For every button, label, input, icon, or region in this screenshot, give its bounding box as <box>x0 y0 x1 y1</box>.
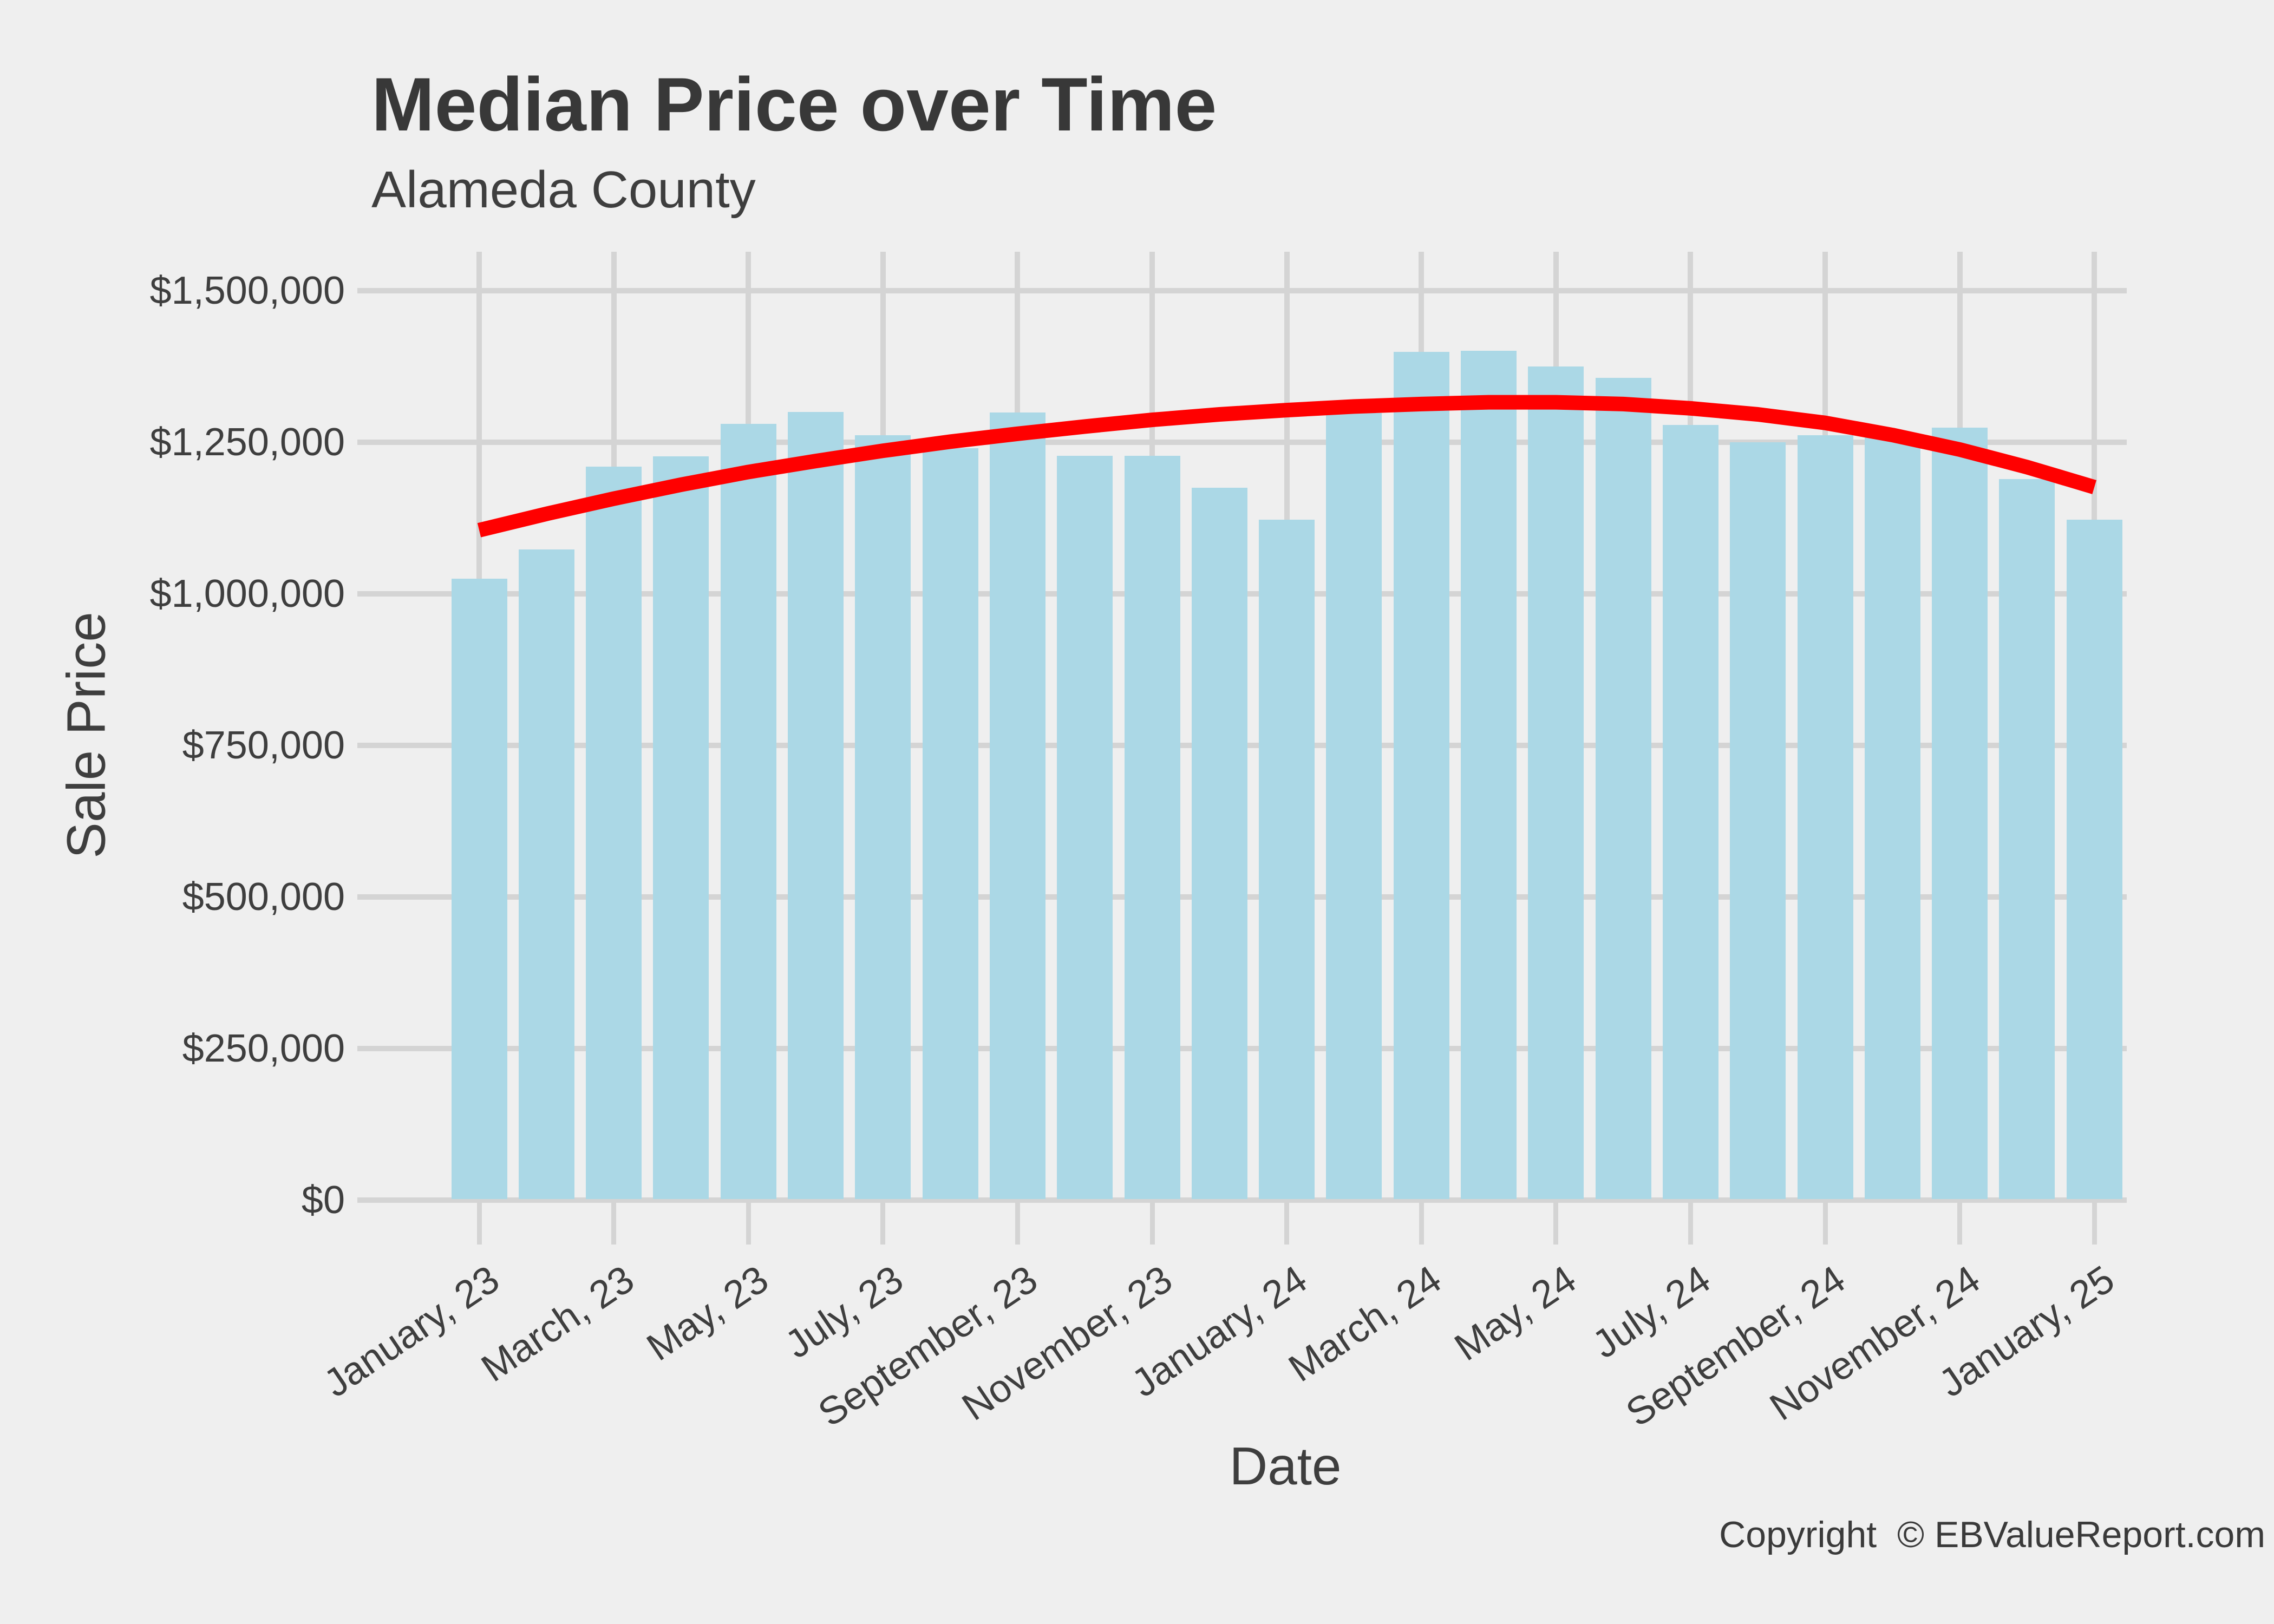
y-axis-title: Sale Price <box>56 612 117 859</box>
bar-June, 23 <box>788 412 844 1199</box>
bar-April, 23 <box>653 456 709 1199</box>
bar-March, 24 <box>1393 352 1449 1199</box>
x-tick-mark <box>1015 1200 1020 1245</box>
gridline-horizontal <box>357 1197 2127 1203</box>
x-tick-mark <box>476 1200 482 1245</box>
copyright-text: Copyright © EBValueReport.com <box>1719 1514 2265 1555</box>
x-tick-mark <box>1957 1200 1963 1245</box>
bar-February, 23 <box>518 549 574 1199</box>
bar-November, 23 <box>1124 455 1180 1199</box>
bar-May, 23 <box>720 424 776 1199</box>
x-tick-mark <box>2092 1200 2097 1245</box>
bar-October, 24 <box>1864 435 1920 1199</box>
bar-October, 23 <box>1057 455 1113 1199</box>
y-tick-label: $500,000 <box>182 875 345 919</box>
chart-subtitle: Alameda County <box>371 161 756 219</box>
x-tick-mark <box>1284 1200 1290 1245</box>
y-tick-label: $750,000 <box>182 724 345 767</box>
x-tick-mark <box>880 1200 886 1245</box>
x-tick-mark <box>1419 1200 1424 1245</box>
gridline-horizontal <box>357 440 2127 445</box>
y-tick-label: $0 <box>301 1178 345 1222</box>
x-tick-mark <box>1149 1200 1155 1245</box>
bar-January, 25 <box>2066 520 2122 1199</box>
trend-line <box>477 395 2097 538</box>
y-tick-label: $1,250,000 <box>149 421 345 464</box>
bar-July, 23 <box>855 435 911 1199</box>
x-tick-mark <box>746 1200 751 1245</box>
bar-July, 24 <box>1662 424 1718 1199</box>
bar-February, 24 <box>1326 413 1382 1199</box>
bar-January, 23 <box>451 579 507 1199</box>
x-tick-mark <box>1822 1200 1828 1245</box>
y-tick-label: $1,500,000 <box>149 269 345 312</box>
bar-November, 24 <box>1932 428 1988 1199</box>
x-tick-mark <box>1688 1200 1693 1245</box>
bar-April, 24 <box>1461 350 1517 1199</box>
bar-May, 24 <box>1528 366 1584 1199</box>
bar-March, 23 <box>586 466 642 1199</box>
bar-September, 23 <box>989 412 1045 1199</box>
x-tick-mark <box>611 1200 617 1245</box>
bar-December, 23 <box>1191 488 1247 1199</box>
x-tick-mark <box>1553 1200 1559 1245</box>
chart-title: Median Price over Time <box>371 62 1217 147</box>
y-tick-label: $250,000 <box>182 1027 345 1070</box>
gridline-horizontal <box>357 288 2127 293</box>
x-axis-title: Date <box>1229 1436 1342 1496</box>
bar-December, 24 <box>1999 479 2055 1199</box>
bar-June, 24 <box>1595 378 1651 1199</box>
bar-September, 24 <box>1797 435 1853 1199</box>
bar-January, 24 <box>1259 520 1315 1199</box>
bar-August, 23 <box>922 448 978 1199</box>
bar-August, 24 <box>1730 442 1786 1199</box>
y-tick-label: $1,000,000 <box>149 572 345 615</box>
